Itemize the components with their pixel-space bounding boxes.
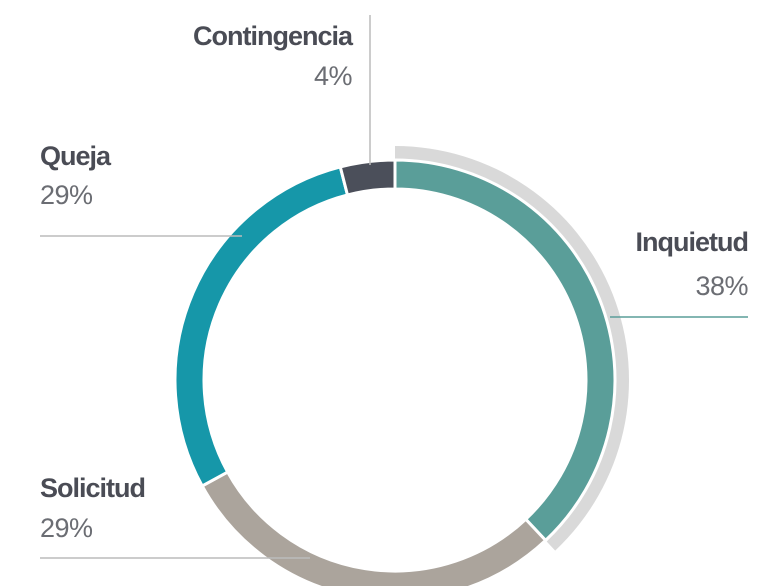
value-label: 4%	[314, 61, 353, 91]
donut-segment	[173, 165, 350, 489]
category-label: Inquietud	[636, 227, 748, 257]
donut-segment	[393, 158, 617, 543]
donut-segment	[200, 469, 548, 586]
category-label: Solicitud	[40, 473, 145, 503]
category-label: Contingencia	[193, 21, 354, 51]
category-label: Queja	[40, 141, 112, 171]
value-label: 38%	[695, 271, 748, 301]
donut-segment	[338, 158, 397, 197]
value-label: 29%	[40, 180, 93, 210]
value-label: 29%	[40, 513, 93, 543]
